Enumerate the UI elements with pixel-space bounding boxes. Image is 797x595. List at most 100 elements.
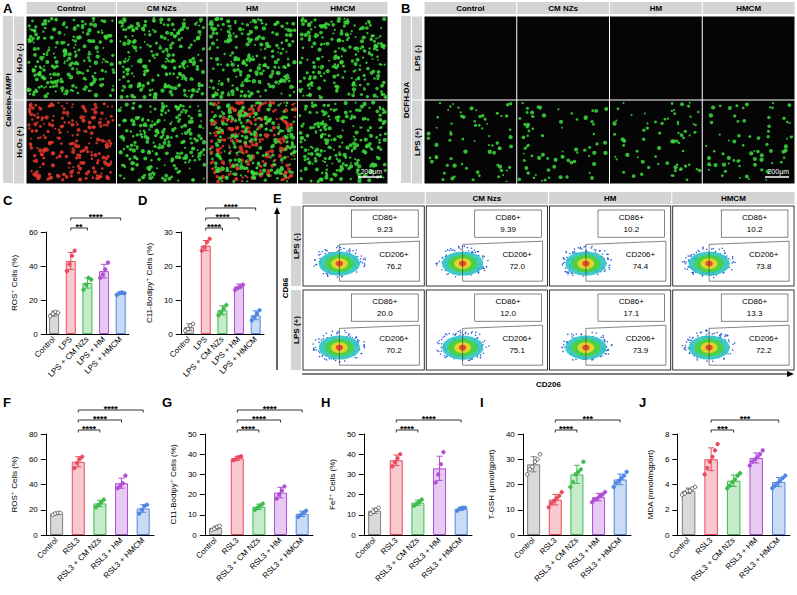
svg-text:50: 50 [347,430,356,439]
svg-text:Control: Control [349,194,377,203]
svg-text:****: **** [252,414,267,424]
svg-text:***: *** [717,424,728,434]
svg-text:****: **** [93,414,108,424]
svg-text:Control: Control [57,4,85,13]
svg-text:73.8: 73.8 [756,262,772,271]
svg-text:***: *** [582,414,593,424]
svg-text:****: **** [104,404,119,414]
svg-text:CD86+: CD86+ [742,297,767,306]
svg-text:CM NZs: CM NZs [147,4,177,13]
svg-text:Control: Control [667,536,692,561]
svg-text:CD206+: CD206+ [626,250,656,259]
svg-text:LPS (+): LPS (+) [292,316,301,344]
svg-text:T-GSH (μmol/gport): T-GSH (μmol/gport) [487,449,496,519]
svg-text:0: 0 [665,531,670,540]
svg-text:0: 0 [510,531,515,540]
svg-text:C11-Bodipy⁺ Cells (%): C11-Bodipy⁺ Cells (%) [169,444,178,524]
svg-text:DCFH-DA: DCFH-DA [402,82,411,119]
svg-text:HM: HM [246,4,259,13]
svg-text:17.1: 17.1 [624,309,640,318]
svg-text:MDA (nmol/mgport): MDA (nmol/mgport) [646,449,655,519]
svg-text:10: 10 [347,510,356,519]
svg-text:40: 40 [347,450,356,459]
svg-text:***: *** [740,414,751,424]
svg-text:20: 20 [347,490,356,499]
svg-text:40: 40 [188,450,197,459]
svg-text:B: B [401,1,410,16]
svg-text:Control: Control [194,536,219,561]
svg-text:LPS + HMCM: LPS + HMCM [218,335,259,376]
svg-text:CD206+: CD206+ [502,334,532,343]
svg-text:10: 10 [164,296,173,305]
svg-text:0: 0 [33,531,38,540]
svg-text:C11-Bodipy⁺ Cells (%): C11-Bodipy⁺ Cells (%) [145,243,154,323]
svg-text:****: **** [82,424,97,434]
svg-text:20.0: 20.0 [377,309,393,318]
svg-text:LPS + HMCM: LPS + HMCM [83,335,124,376]
svg-text:CD86+: CD86+ [372,213,397,222]
svg-text:13.3: 13.3 [747,309,763,318]
svg-text:20: 20 [29,505,38,514]
svg-text:CD86+: CD86+ [496,213,521,222]
svg-text:****: **** [89,212,104,222]
svg-text:Control: Control [512,536,537,561]
svg-text:****: **** [559,424,574,434]
svg-text:RSL3: RSL3 [694,535,715,556]
svg-text:C: C [3,193,13,208]
svg-text:****: **** [241,424,256,434]
svg-text:H₂O₂ (-): H₂O₂ (-) [15,43,24,73]
svg-text:30: 30 [506,455,515,464]
svg-text:CD206+: CD206+ [379,250,409,259]
svg-text:H: H [321,395,330,410]
svg-text:Control: Control [33,335,58,360]
svg-text:CD206: CD206 [536,380,561,389]
svg-text:4: 4 [665,480,670,489]
svg-text:0: 0 [168,330,173,339]
svg-text:70.2: 70.2 [386,346,402,355]
svg-text:F: F [3,395,11,410]
svg-text:40: 40 [29,480,38,489]
svg-text:40: 40 [29,262,38,271]
svg-text:HMCM: HMCM [736,4,761,13]
svg-text:72.2: 72.2 [756,346,772,355]
svg-text:J: J [639,395,646,410]
svg-text:LPS (+): LPS (+) [413,128,422,156]
svg-text:20: 20 [188,490,197,499]
svg-text:72.0: 72.0 [509,262,525,271]
svg-text:H₂O₂ (+): H₂O₂ (+) [15,126,24,158]
svg-text:60: 60 [29,228,38,237]
svg-text:RSL3 + HMCM: RSL3 + HMCM [102,536,146,580]
svg-text:Control: Control [456,4,484,13]
svg-text:D: D [138,193,147,208]
svg-text:RSL3 + HMCM: RSL3 + HMCM [579,536,623,580]
svg-text:G: G [162,395,172,410]
svg-text:Fe²⁺ Cells (%): Fe²⁺ Cells (%) [328,459,337,510]
svg-text:CD86+: CD86+ [372,297,397,306]
svg-text:LPS (-): LPS (-) [292,233,301,259]
svg-text:CD206+: CD206+ [626,334,656,343]
svg-text:10.2: 10.2 [624,225,640,234]
svg-text:HMCM: HMCM [721,194,746,203]
svg-text:30: 30 [347,470,356,479]
svg-text:50: 50 [188,430,197,439]
svg-text:****: **** [400,424,415,434]
svg-text:CD86: CD86 [281,277,290,298]
svg-text:CD86+: CD86+ [742,213,767,222]
svg-text:ROS⁺ Cells (%): ROS⁺ Cells (%) [10,255,19,312]
svg-text:CD86+: CD86+ [619,213,644,222]
svg-text:30: 30 [188,470,197,479]
svg-text:****: **** [422,414,437,424]
svg-text:****: **** [263,404,278,414]
svg-text:9.23: 9.23 [377,225,393,234]
svg-text:A: A [3,1,13,16]
svg-text:10.2: 10.2 [747,225,763,234]
svg-text:9.39: 9.39 [500,225,516,234]
svg-text:I: I [480,395,484,410]
svg-text:10: 10 [188,510,197,519]
svg-text:0: 0 [33,330,38,339]
svg-text:8: 8 [665,430,670,439]
svg-text:40: 40 [506,430,515,439]
svg-text:RSL3 + HMCM: RSL3 + HMCM [261,536,305,580]
svg-text:****: **** [224,202,239,212]
svg-text:Control: Control [353,536,378,561]
